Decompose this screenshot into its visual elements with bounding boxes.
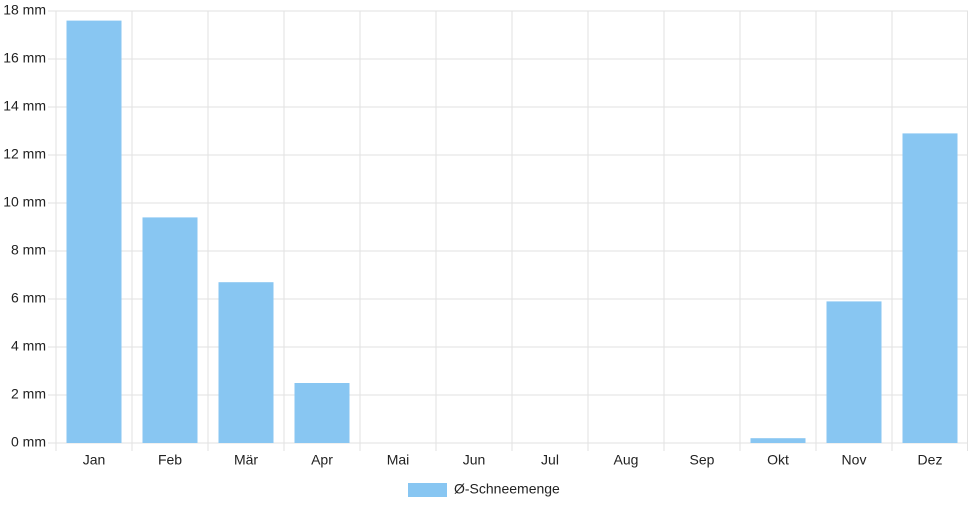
x-tick-label: Jun xyxy=(463,452,486,468)
y-tick-label: 16 mm xyxy=(3,50,46,66)
bar xyxy=(218,282,274,443)
bar xyxy=(294,383,350,443)
y-tick-label: 6 mm xyxy=(11,290,46,306)
y-tick-label: 12 mm xyxy=(3,146,46,162)
x-tick-label: Mai xyxy=(387,452,410,468)
y-tick-label: 2 mm xyxy=(11,386,46,402)
x-tick-label: Jul xyxy=(541,452,559,468)
x-tick-label: Feb xyxy=(158,452,182,468)
x-tick-label: Apr xyxy=(311,452,333,468)
x-tick-label: Jan xyxy=(83,452,106,468)
x-tick-label: Aug xyxy=(614,452,639,468)
x-tick-label: Mär xyxy=(234,452,258,468)
y-tick-label: 14 mm xyxy=(3,98,46,114)
y-tick-label: 18 mm xyxy=(3,2,46,18)
legend-swatch xyxy=(408,483,447,497)
y-tick-label: 4 mm xyxy=(11,338,46,354)
legend-label: Ø-Schneemenge xyxy=(454,481,560,497)
x-tick-label: Sep xyxy=(690,452,715,468)
y-tick-label: 0 mm xyxy=(11,434,46,450)
x-tick-label: Okt xyxy=(767,452,789,468)
bar xyxy=(750,438,806,443)
bar xyxy=(826,301,882,443)
x-tick-label: Nov xyxy=(842,452,867,468)
bar xyxy=(142,217,198,443)
y-tick-label: 8 mm xyxy=(11,242,46,258)
y-tick-label: 10 mm xyxy=(3,194,46,210)
x-tick-label: Dez xyxy=(918,452,943,468)
bar xyxy=(66,20,122,443)
bar xyxy=(902,133,958,443)
